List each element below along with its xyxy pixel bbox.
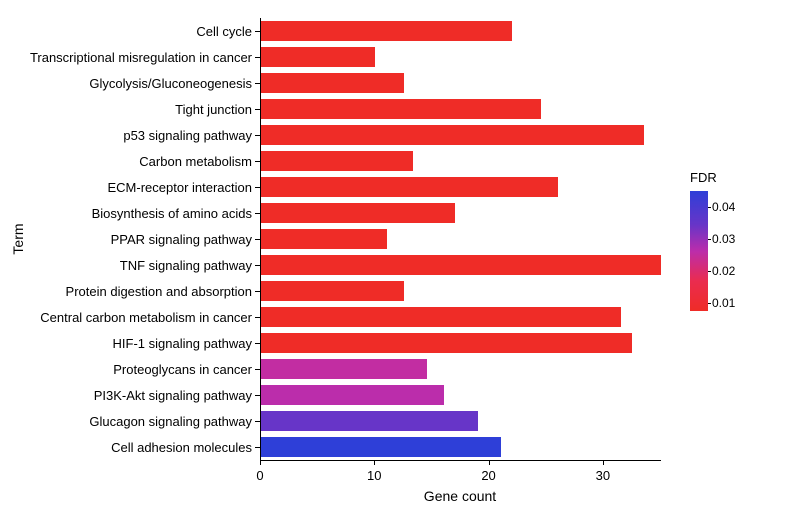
y-tick-label: Protein digestion and absorption	[66, 285, 252, 298]
bar	[261, 99, 541, 119]
bar	[261, 359, 427, 379]
bar	[261, 151, 413, 171]
y-tick-label: ECM-receptor interaction	[108, 181, 253, 194]
legend-tick	[708, 239, 711, 240]
y-tick	[255, 161, 260, 162]
y-tick	[255, 395, 260, 396]
bar	[261, 411, 478, 431]
bar	[261, 333, 632, 353]
bar	[261, 307, 621, 327]
x-tick	[374, 460, 375, 465]
y-tick	[255, 109, 260, 110]
bar	[261, 203, 455, 223]
legend-tick	[708, 207, 711, 208]
legend: FDR 0.040.030.020.01	[690, 170, 717, 311]
y-tick-label: Glycolysis/Gluconeogenesis	[89, 77, 252, 90]
legend-tick	[708, 303, 711, 304]
x-tick	[260, 460, 261, 465]
y-tick-label: Cell adhesion molecules	[111, 441, 252, 454]
y-tick-label: Transcriptional misregulation in cancer	[30, 51, 252, 64]
y-tick	[255, 187, 260, 188]
bar	[261, 73, 404, 93]
chart-container: Cell cycle Transcriptional misregulation …	[0, 0, 794, 521]
y-tick	[255, 83, 260, 84]
legend-tick-label: 0.03	[712, 232, 735, 246]
y-tick	[255, 265, 260, 266]
bar	[261, 437, 501, 457]
y-tick	[255, 135, 260, 136]
bar	[261, 47, 375, 67]
y-tick-label: PPAR signaling pathway	[111, 233, 252, 246]
y-tick	[255, 239, 260, 240]
bar	[261, 229, 387, 249]
bar	[261, 125, 644, 145]
y-tick-label: HIF-1 signaling pathway	[113, 337, 252, 350]
x-tick	[489, 460, 490, 465]
bar	[261, 177, 558, 197]
y-tick	[255, 317, 260, 318]
y-tick-label: Cell cycle	[196, 25, 252, 38]
y-tick	[255, 291, 260, 292]
x-axis-title: Gene count	[424, 488, 496, 504]
legend-colorbar: 0.040.030.020.01	[690, 191, 708, 311]
x-tick	[603, 460, 604, 465]
y-tick	[255, 343, 260, 344]
x-tick-label: 0	[256, 468, 263, 483]
y-tick-label: Proteoglycans in cancer	[113, 363, 252, 376]
y-tick-label: p53 signaling pathway	[123, 129, 252, 142]
y-tick-label: Carbon metabolism	[139, 155, 252, 168]
legend-tick	[708, 271, 711, 272]
legend-title: FDR	[690, 170, 717, 185]
y-tick-label: Tight junction	[175, 103, 252, 116]
y-tick	[255, 421, 260, 422]
bar	[261, 21, 512, 41]
bar	[261, 281, 404, 301]
y-tick-label: Glucagon signaling pathway	[89, 415, 252, 428]
bar	[261, 385, 444, 405]
y-tick	[255, 57, 260, 58]
legend-tick-label: 0.02	[712, 264, 735, 278]
y-tick-label: Biosynthesis of amino acids	[92, 207, 252, 220]
legend-tick-label: 0.04	[712, 200, 735, 214]
y-tick	[255, 369, 260, 370]
y-axis-title: Term	[10, 223, 26, 254]
x-tick-label: 20	[481, 468, 495, 483]
y-tick	[255, 31, 260, 32]
y-tick	[255, 213, 260, 214]
y-tick-label: TNF signaling pathway	[120, 259, 252, 272]
y-tick-label: PI3K-Akt signaling pathway	[94, 389, 252, 402]
x-tick-label: 30	[596, 468, 610, 483]
y-tick-label: Central carbon metabolism in cancer	[40, 311, 252, 324]
bar	[261, 255, 661, 275]
legend-tick-label: 0.01	[712, 296, 735, 310]
y-tick	[255, 447, 260, 448]
x-tick-label: 10	[367, 468, 381, 483]
